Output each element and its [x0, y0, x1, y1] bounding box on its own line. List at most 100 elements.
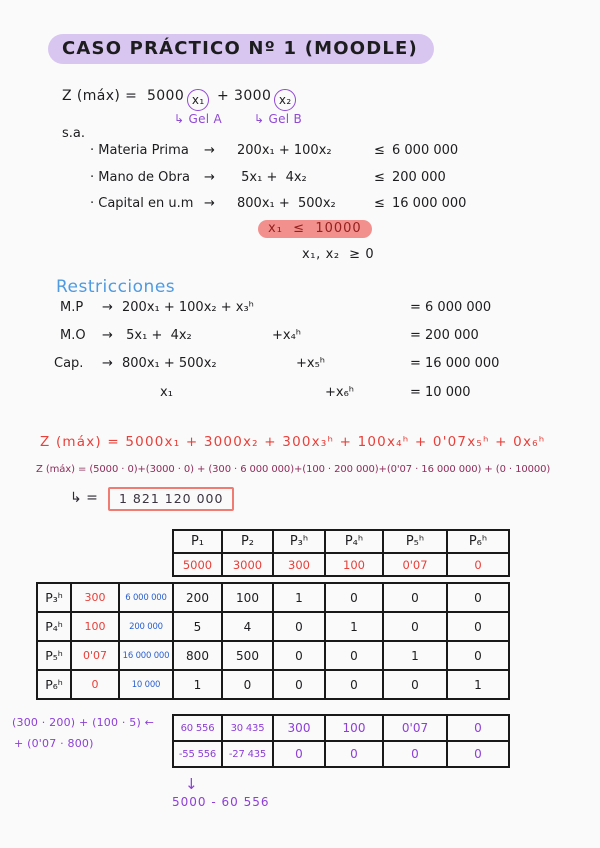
subject-to-label: s.a. [62, 126, 86, 141]
tableau-header-cell: P₆ʰ [446, 529, 510, 554]
slack-variable: +x₅ʰ [296, 356, 326, 371]
cb-coefficient-cell: 0 [70, 669, 120, 700]
coefficient-cell: 0 [446, 552, 510, 577]
net-evaluation-cell: 0 [382, 740, 448, 768]
tableau-cell: 0 [446, 582, 510, 613]
zj-cell: 30 435 [221, 714, 274, 742]
slack-variable: +x₄ʰ [272, 328, 302, 343]
arrow-icon: → [204, 143, 215, 158]
net-evaluation-row: -55 556 -27 435 0 0 0 0 [172, 740, 510, 768]
tableau-cell: 1 [446, 669, 510, 700]
constraint-rhs: 6 000 000 [392, 143, 459, 158]
tableau-row: P₅ʰ 0'07 16 000 000 800 500 0 0 1 0 [36, 640, 510, 671]
tableau-column-headers: P₁ P₂ P₃ʰ P₄ʰ P₅ʰ P₆ʰ [172, 529, 510, 554]
arrow-icon: → [102, 356, 113, 371]
constraint-label: · Materia Prima [90, 143, 189, 158]
tableau-row: P₃ʰ 300 6 000 000 200 100 1 0 0 0 [36, 582, 510, 613]
restriction-row-cap: Cap. → 800x₁ + 500x₂ +x₅ʰ = 16 000 000 [0, 356, 600, 380]
tableau-cell: 0 [382, 669, 448, 700]
cb-coefficient-cell: 300 [70, 582, 120, 613]
tableau-header-cell: P₅ʰ [382, 529, 448, 554]
result-arrow: ↳ = [70, 490, 98, 506]
tableau-cell: 200 [172, 582, 223, 613]
tableau-cell: 1 [382, 640, 448, 671]
tableau-header-cell: P₂ [221, 529, 274, 554]
tableau-cell: 1 [172, 669, 223, 700]
tableau-cell: 0 [324, 640, 384, 671]
inequality-sign: ≤ [374, 196, 385, 211]
tableau-cell: 0 [324, 582, 384, 613]
net-evaluation-cell: -27 435 [221, 740, 274, 768]
coefficient-cell: 100 [324, 552, 384, 577]
restriction-row-x1: x₁ +x₆ʰ = 10 000 [0, 385, 600, 409]
tableau-cell: 0 [446, 611, 510, 642]
coefficient-cell: 0'07 [382, 552, 448, 577]
zj-calculation-note-line2: + (0'07 · 800) [14, 737, 94, 750]
gel-a-annotation: ↳ Gel A [174, 112, 223, 126]
zj-cell: 60 556 [172, 714, 223, 742]
simplex-tableau-header: P₁ P₂ P₃ʰ P₄ʰ P₅ʰ P₆ʰ 5000 3000 300 100 … [172, 529, 510, 577]
coefficient-cell: 3000 [221, 552, 274, 577]
tableau-header-cell: P₁ [172, 529, 223, 554]
tableau-header-cell: P₃ʰ [272, 529, 326, 554]
tableau-cell: 0 [382, 582, 448, 613]
restriction-rhs: = 200 000 [410, 328, 479, 343]
cb-coefficient-cell: 0'07 [70, 640, 120, 671]
arrow-icon: → [204, 196, 215, 211]
objective-plus-term: + 3000 [217, 88, 272, 104]
b-value-cell: 6 000 000 [118, 582, 174, 613]
tableau-cell: 4 [221, 611, 274, 642]
gel-b-annotation: ↳ Gel B [254, 112, 303, 126]
objective-lhs: Z (máx) = 5000 [62, 88, 185, 104]
restriction-label: M.O [60, 328, 86, 343]
restriction-label: Cap. [54, 356, 84, 371]
b-value-cell: 16 000 000 [118, 640, 174, 671]
restrictions-heading: Restricciones [56, 277, 176, 297]
restriction-rhs: = 16 000 000 [410, 356, 500, 371]
zj-calculation-note-line1: (300 · 200) + (100 · 5) ← [12, 716, 155, 729]
pivot-calculation-note: 5000 - 60 556 [172, 795, 270, 809]
slack-variable: +x₆ʰ [325, 385, 355, 400]
net-evaluation-cell: 0 [446, 740, 510, 768]
constraint-rhs: 16 000 000 [392, 196, 467, 211]
tableau-cell: 100 [221, 582, 274, 613]
constraint-label: · Capital en u.m [90, 196, 194, 211]
inequality-sign: ≤ [374, 170, 385, 185]
arrow-icon: → [204, 170, 215, 185]
tableau-header-cell: P₄ʰ [324, 529, 384, 554]
net-evaluation-cell: 0 [272, 740, 326, 768]
inequality-sign: ≤ [374, 143, 385, 158]
page-title-text: CASO PRÁCTICO Nº 1 (MOODLE) [48, 34, 434, 64]
z-max-evaluation: Z (máx) = (5000 · 0)+(3000 · 0) + (300 ·… [36, 464, 551, 475]
page-title: CASO PRÁCTICO Nº 1 (MOODLE) [48, 34, 434, 64]
x2-circled-variable: x₂ [274, 89, 297, 111]
basis-variable-cell: P₅ʰ [36, 640, 72, 671]
tableau-cell: 5 [172, 611, 223, 642]
tableau-cell: 1 [324, 611, 384, 642]
net-evaluation-cell: 0 [324, 740, 384, 768]
objective-function: Z (máx) = 5000 x₁ + 3000 x₂ [62, 88, 299, 111]
tableau-objective-coefficients: 5000 3000 300 100 0'07 0 [172, 552, 510, 577]
arrow-icon: → [102, 328, 113, 343]
basis-variable-cell: P₃ʰ [36, 582, 72, 613]
constraint-expression: 800x₁ + 500x₂ [237, 196, 336, 211]
restriction-expression: 200x₁ + 100x₂ + x₃ʰ [122, 300, 254, 315]
z-result-boxed-value: 1 821 120 000 [108, 487, 235, 511]
zj-cell: 300 [272, 714, 326, 742]
restriction-label: M.P [60, 300, 84, 315]
constraint-expression: 200x₁ + 100x₂ [237, 143, 332, 158]
restriction-expression: 5x₁ + 4x₂ [122, 328, 192, 343]
tableau-cell: 0 [324, 669, 384, 700]
tableau-cell: 0 [272, 611, 326, 642]
x1-upper-bound-highlighted: x₁ ≤ 10000 [258, 220, 372, 238]
tableau-cell: 0 [272, 669, 326, 700]
restriction-expression: x₁ [160, 385, 173, 400]
constraint-rhs: 200 000 [392, 170, 446, 185]
constraint-expression: 5x₁ + 4x₂ [237, 170, 307, 185]
net-evaluation-cell: -55 556 [172, 740, 223, 768]
down-arrow-icon: ↓ [185, 775, 198, 793]
tableau-row: P₆ʰ 0 10 000 1 0 0 0 0 1 [36, 669, 510, 700]
non-negativity-condition: x₁, x₂ ≥ 0 [302, 247, 375, 262]
restriction-rhs: = 6 000 000 [410, 300, 492, 315]
